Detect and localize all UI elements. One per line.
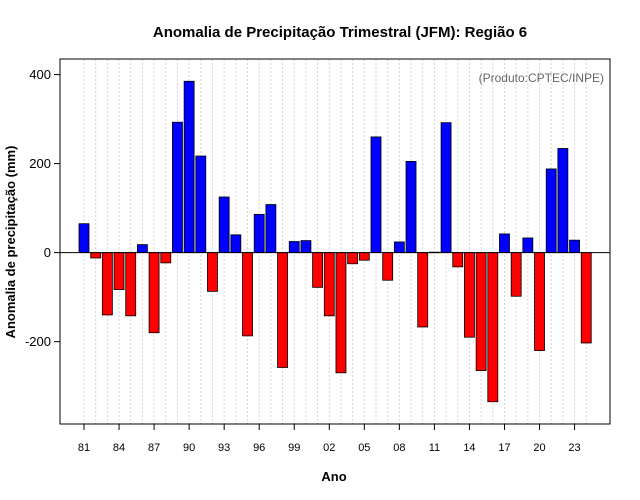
x-tick-label: 90 [183,442,195,454]
bar-83 [101,252,113,316]
bars [78,80,592,403]
x-tick-label: 02 [323,442,335,454]
bar-85 [125,252,137,317]
bar-14 [464,252,475,338]
product-annotation: (Produto:CPTEC/INPE) [479,71,604,85]
bar-86 [136,244,148,254]
bar-08 [393,241,405,254]
bar-95 [242,252,253,337]
chart-title: Anomalia de Precipitação Trimestral (JFM… [153,24,527,41]
bar-03 [335,252,347,374]
gridlines [83,59,587,424]
y-axis-title: Anomalia de precipitação (mm) [3,146,18,339]
bar-17 [499,233,510,254]
y-tick-label: 0 [44,245,51,260]
bar-18 [510,252,522,297]
bar-92 [207,252,218,292]
x-tick-label: 17 [498,442,510,454]
bar-24 [580,252,592,344]
x-tick-label: 96 [253,442,265,454]
x-tick-label: 93 [218,442,230,454]
bar-07 [382,252,394,281]
bar-90 [183,80,195,254]
y-tick-label: 200 [29,156,51,171]
x-tick-label: 08 [393,442,405,454]
bar-96 [253,213,265,254]
bar-87 [148,252,160,334]
x-tick-label: 87 [148,442,160,454]
bar-02 [323,252,335,317]
bar-01 [312,252,324,288]
x-tick-label: 05 [358,442,370,454]
bar-82 [90,252,102,259]
bar-13 [452,252,464,268]
bar-06 [370,136,382,254]
x-tick-label: 14 [463,442,475,454]
bar-21 [545,168,557,254]
bar-12 [440,122,452,254]
bar-93 [218,196,230,254]
x-tick-label: 11 [429,442,440,454]
bar-99 [288,241,300,254]
y-tick-label: 400 [29,67,51,82]
x-tick-label: 81 [78,442,90,454]
bar-91 [195,155,207,254]
bar-09 [405,160,417,254]
bar-16 [487,252,499,403]
bar-10 [417,252,429,328]
bar-05 [358,252,370,261]
bar-00 [300,240,312,254]
bar-19 [522,237,534,254]
x-tick-label: 20 [533,442,545,454]
bar-20 [534,252,545,351]
x-tick-label: 23 [568,442,580,454]
bar-84 [113,252,125,290]
bar-98 [277,252,288,368]
bar-15 [475,252,487,371]
bar-97 [265,204,277,254]
x-tick-label: 84 [113,442,125,454]
x-axis-title: Ano [321,469,346,484]
bar-04 [347,252,359,265]
bar-81 [78,223,90,254]
x-tick-label: 99 [288,442,300,454]
bar-23 [569,239,580,254]
bar-94 [230,234,242,254]
y-tick-label: -200 [25,334,51,349]
x-axis: 81 84 87 90 93 96 99 02 05 08 11 14 17 20 23 [78,424,581,454]
bar-22 [557,148,569,254]
plot-frame [59,58,611,425]
bar-89 [172,121,183,254]
bar-88 [160,252,172,264]
y-axis: -200 0 200 400 [25,67,60,349]
